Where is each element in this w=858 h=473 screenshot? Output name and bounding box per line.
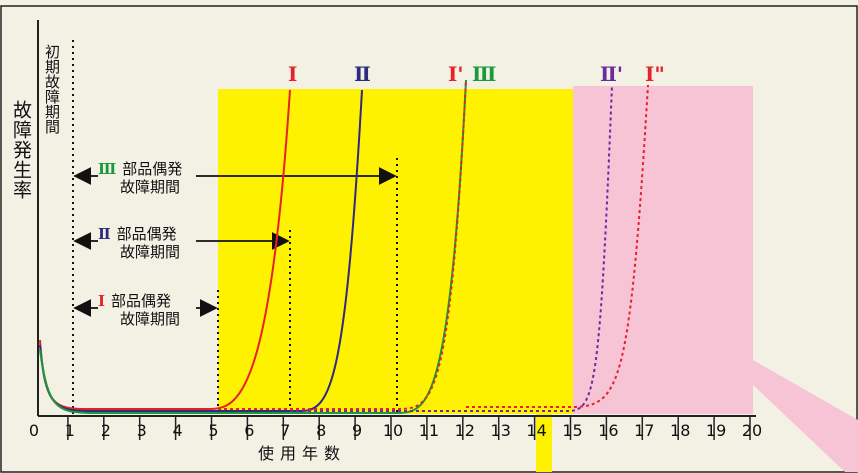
curve-label-2-prime: Ⅱ' <box>600 62 623 86</box>
x-tick-label-7: 7 <box>280 421 291 440</box>
y-axis-title: 故障発生率 <box>10 100 32 200</box>
x-tick-label-3: 3 <box>136 421 147 440</box>
x-tick-label-11: 11 <box>418 421 440 440</box>
x-tick-label-15: 15 <box>562 421 583 440</box>
curve-label-1: Ⅰ <box>288 62 298 86</box>
period-2-label: Ⅱ 部品偶発 故障期間 <box>98 225 180 261</box>
curve-label-1-double-prime: Ⅰ" <box>645 62 665 86</box>
x-tick-label-5: 5 <box>208 421 219 440</box>
x-tick-label-17: 17 <box>634 421 655 440</box>
x-tick-label-14: 14 <box>526 421 547 440</box>
yellow-region <box>218 89 573 414</box>
x-tick-label-8: 8 <box>316 421 327 440</box>
pink-region <box>573 86 753 414</box>
x-tick-label-9: 9 <box>352 421 363 440</box>
x-tick-label-16: 16 <box>598 421 619 440</box>
x-tick-label-20: 20 <box>741 421 763 440</box>
x-axis-title: 使用年数 <box>258 444 347 463</box>
outer-frame <box>0 5 858 473</box>
x-tick-label-6: 6 <box>244 421 255 440</box>
pink-callout <box>753 360 858 472</box>
period-3-label: Ⅲ 部品偶発 故障期間 <box>98 160 182 196</box>
x-tick-marks <box>67 416 751 440</box>
x-tick-label-12: 12 <box>454 421 475 440</box>
x-tick-label-18: 18 <box>670 421 691 440</box>
yellow-strip <box>536 414 552 472</box>
x-tick-label-4: 4 <box>172 421 183 440</box>
x-tick-label-1: 1 <box>64 421 75 440</box>
period-2-line2: 故障期間 <box>120 243 181 261</box>
period-2-roman: Ⅱ <box>98 225 111 243</box>
x-tick-label-10: 10 <box>382 421 404 440</box>
period-1-roman: Ⅰ <box>98 292 106 310</box>
period-3-roman: Ⅲ <box>98 160 117 178</box>
curve-1-double-prime <box>466 84 649 408</box>
curve-label-1-prime: Ⅰ' <box>448 62 464 86</box>
curve-label-2: Ⅱ <box>354 62 371 86</box>
period-2-line1: 部品偶発 <box>116 225 177 243</box>
period-1-label: Ⅰ 部品偶発 故障期間 <box>98 292 180 328</box>
period-3-line2: 故障期間 <box>120 178 181 196</box>
x-tick-label-19: 19 <box>705 421 727 440</box>
x-tick-label-0: 0 <box>28 421 40 440</box>
period-1-line2: 故障期間 <box>120 310 181 328</box>
initial-failure-period-label: 初期故障期間 <box>43 44 61 134</box>
curve-label-3: Ⅲ <box>472 62 497 86</box>
x-tick-label-13: 13 <box>490 421 511 440</box>
period-1-line1: 部品偶発 <box>111 292 172 310</box>
x-tick-label-2: 2 <box>100 421 111 440</box>
period-3-line1: 部品偶発 <box>122 160 183 178</box>
